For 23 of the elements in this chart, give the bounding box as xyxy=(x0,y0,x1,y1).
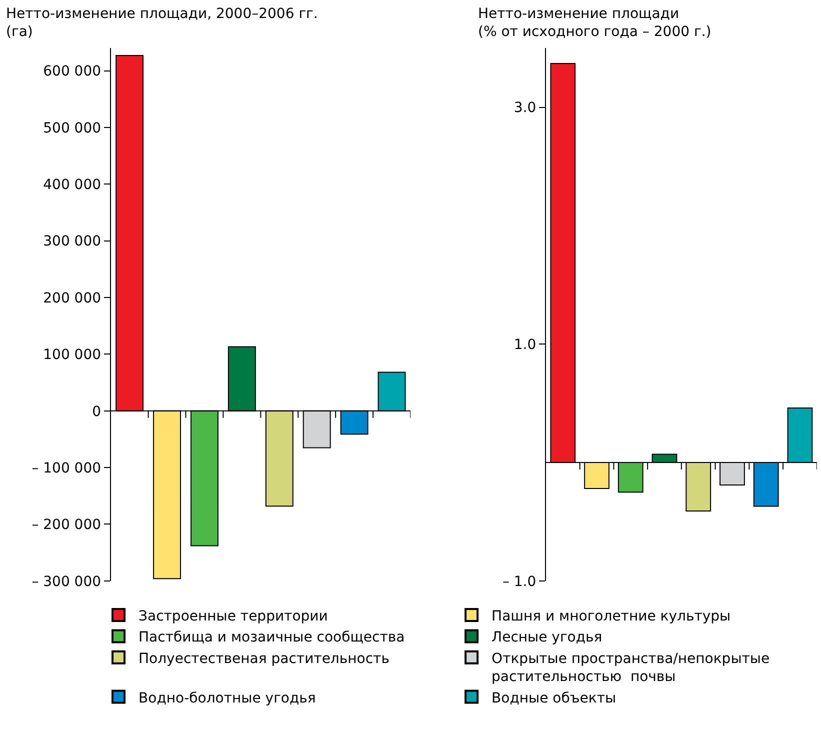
legend-label: Лесные угодья xyxy=(492,630,602,646)
legend-label: Пашня и многолетние культуры xyxy=(492,608,731,624)
chart-title: Нетто-изменение площади (% от исходного года – 2000 г.) xyxy=(478,6,712,40)
y-tick-label: 3.0 xyxy=(514,100,536,116)
legend-label: Водно-болотные угодья xyxy=(138,690,316,706)
legend-label: Открытые пространства/непокрытые растительностью почвы xyxy=(492,650,770,686)
y-tick-label: 1.0 xyxy=(514,337,536,353)
y-tick-label: 100 000 xyxy=(43,347,102,364)
legend-label: Водные объекты xyxy=(492,690,616,706)
y-tick-label: – 100 000 xyxy=(32,460,102,476)
chart-title: Нетто-изменение площади, 2000–2006 гг. (га) xyxy=(6,6,318,40)
y-tick-label: 600 000 xyxy=(43,64,102,80)
y-tick-label: – 1.0 xyxy=(502,574,536,590)
y-tick-label: – 300 000 xyxy=(32,574,102,590)
y-tick-label: 200 000 xyxy=(43,290,102,306)
legend-label: Застроенные территории xyxy=(138,608,328,624)
legend-label: Полуестественая растительность xyxy=(138,650,390,667)
y-tick-label: – 200 000 xyxy=(32,517,102,534)
y-tick-label: 400 000 xyxy=(43,177,102,194)
legend-label: Пастбища и мозаичные сообщества xyxy=(138,630,405,646)
y-tick-label: 0 xyxy=(92,404,102,420)
y-tick-label: 500 000 xyxy=(43,120,102,136)
y-tick-label: 300 000 xyxy=(43,234,102,250)
